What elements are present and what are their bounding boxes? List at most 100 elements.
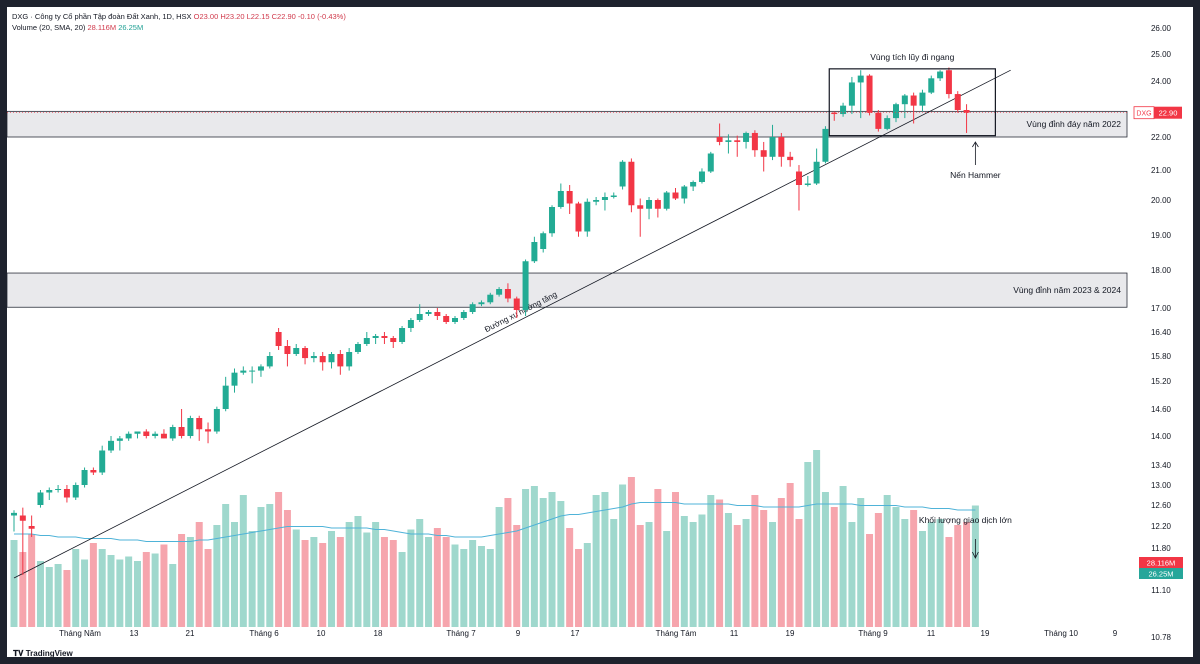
volume-bar: [627, 477, 635, 627]
volume-bar: [804, 462, 812, 627]
candle: [804, 176, 811, 187]
candle-body: [169, 427, 176, 439]
volume-tag: 28.116M: [1147, 559, 1176, 568]
ohlc-values: O23.00 H23.20 L22.15 C22.90 -0.10 (-0.43…: [193, 12, 346, 21]
candle-body: [857, 75, 864, 83]
candle: [328, 352, 335, 369]
tradingview-logo[interactable]: 𝐓𝐕 TradingView: [13, 649, 73, 657]
candle-body: [222, 385, 229, 409]
candle-body: [919, 92, 926, 106]
volume-bar: [407, 529, 415, 627]
volume-bar: [857, 498, 865, 627]
candle: [452, 316, 458, 324]
candle: [654, 198, 661, 218]
candle: [681, 185, 688, 204]
candle: [584, 198, 591, 237]
zone-band-2: [7, 272, 1128, 308]
candle: [601, 192, 608, 211]
volume-bar: [910, 510, 918, 627]
candle: [196, 415, 203, 441]
candle-body: [487, 294, 494, 303]
consolidation-box: [828, 68, 996, 137]
candle: [778, 132, 785, 167]
price-tick-label: 24.00: [1151, 77, 1172, 86]
volume-bar: [89, 543, 97, 627]
candle: [901, 94, 908, 119]
volume-bar: [142, 552, 150, 627]
volume-bar: [486, 549, 494, 627]
candle: [769, 124, 776, 161]
time-tick-label: 19: [981, 629, 990, 638]
candle-body: [787, 156, 794, 161]
candle-body: [372, 336, 379, 338]
volume-bar: [477, 546, 485, 627]
price-tick-label: 14.00: [1151, 432, 1172, 441]
candle: [434, 308, 441, 320]
candle-body: [690, 182, 697, 187]
candle-body: [884, 118, 891, 129]
volume-bar: [336, 537, 344, 627]
candle-body: [231, 372, 238, 386]
candle-body: [504, 289, 511, 299]
volume-bar: [927, 522, 935, 627]
candle-body: [240, 370, 247, 373]
time-tick-label: 18: [374, 629, 383, 638]
candle: [99, 445, 106, 475]
volume-bar: [345, 522, 353, 627]
price-tick-label: 20.00: [1151, 196, 1172, 205]
time-tick-label: 13: [130, 629, 139, 638]
candle-body: [478, 302, 485, 305]
price-chart[interactable]: Vùng đỉnh đáy năm 2022 Vùng đỉnh năm 2023…: [7, 7, 1193, 657]
candle-body: [443, 316, 450, 322]
current-price-tag: 22.90: [1159, 109, 1178, 118]
time-tick-label: 9: [516, 629, 521, 638]
candle: [337, 350, 344, 375]
candle-body: [778, 137, 785, 157]
candle-body: [205, 429, 212, 432]
volume-bar: [945, 537, 953, 627]
volume-bar: [107, 555, 115, 627]
candle: [425, 310, 432, 316]
candle-body: [601, 197, 608, 200]
volume-bar: [742, 519, 750, 627]
volume-bar: [160, 544, 168, 627]
candle-body: [310, 356, 317, 359]
price-tick-label: 25.00: [1151, 50, 1172, 59]
candle: [937, 70, 944, 81]
candle-body: [354, 344, 361, 352]
candle-body: [840, 105, 847, 115]
volume-bar: [610, 519, 618, 627]
candle-body: [513, 298, 520, 310]
volume-sma-line: [14, 502, 976, 542]
symbol-title[interactable]: DXG · Công ty Cổ phần Tập đoàn Đất Xanh,…: [12, 12, 192, 21]
volume-bar: [645, 522, 653, 627]
candle-body: [707, 153, 714, 172]
volume-bar: [451, 544, 459, 627]
candle-body: [813, 161, 820, 184]
symbol-legend: DXG · Công ty Cổ phần Tập đoàn Đất Xanh,…: [12, 12, 346, 21]
volume-bar: [239, 495, 247, 627]
candle-body: [584, 201, 591, 232]
candle-body: [698, 171, 705, 182]
candle: [222, 376, 229, 412]
candle: [178, 409, 185, 439]
volume-bar: [813, 450, 821, 627]
candle: [540, 231, 547, 253]
candle-body: [152, 433, 159, 436]
candle-body: [575, 203, 582, 232]
time-tick-label: 9: [1113, 629, 1118, 638]
candle-body: [831, 112, 838, 115]
candle-body: [804, 183, 811, 185]
volume-bar: [10, 540, 18, 627]
volume-bar: [389, 540, 397, 627]
volume-bar: [601, 492, 609, 627]
volume-bar: [204, 549, 212, 627]
consolidation-label: Vùng tích lũy đi ngang: [870, 52, 954, 62]
price-tick-label: 26.00: [1151, 24, 1172, 33]
candle: [795, 165, 802, 211]
candle: [55, 485, 62, 493]
candle: [513, 296, 520, 318]
volume-bar: [19, 552, 27, 627]
candle: [919, 89, 926, 112]
volume-indicator-label[interactable]: Volume (20, SMA, 20): [12, 23, 86, 32]
